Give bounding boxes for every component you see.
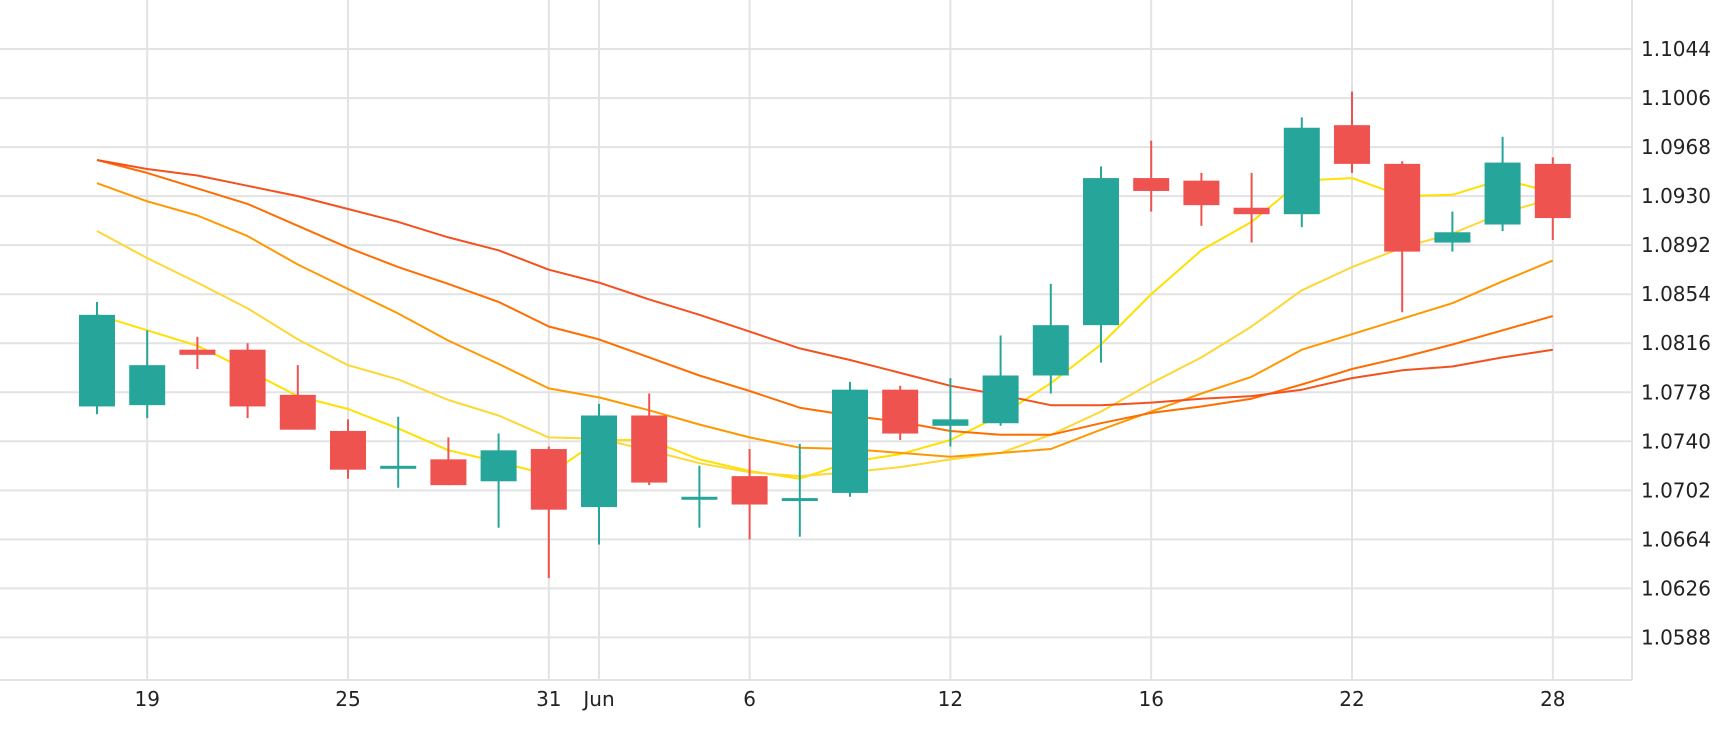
- candle-body: [1183, 180, 1220, 206]
- candle-body: [430, 459, 467, 486]
- candle-body: [1083, 178, 1119, 326]
- moving-average-line-4: [96, 159, 1554, 436]
- candles: [79, 91, 1571, 579]
- candle: [79, 301, 115, 415]
- y-tick-label: 1.0664: [1641, 527, 1711, 551]
- candle: [631, 393, 668, 486]
- candle-body: [731, 476, 768, 505]
- candle: [932, 378, 969, 447]
- x-tick-label: 12: [938, 687, 963, 711]
- x-tick-label: 22: [1339, 687, 1364, 711]
- candle-body: [982, 375, 1019, 424]
- candle: [1183, 172, 1220, 226]
- candle: [1534, 157, 1571, 240]
- candle: [330, 419, 366, 479]
- y-tick-label: 1.0626: [1641, 576, 1711, 600]
- candle-body: [1384, 163, 1421, 252]
- candle: [1384, 161, 1421, 313]
- candle: [731, 449, 768, 540]
- candle-body: [1233, 207, 1270, 215]
- candle: [430, 437, 467, 486]
- candle-body: [631, 415, 668, 483]
- candle: [1233, 172, 1270, 243]
- candle-body: [832, 389, 868, 493]
- candle-body: [932, 419, 969, 426]
- y-tick-label: 1.0702: [1641, 478, 1711, 502]
- candle-body: [1133, 178, 1170, 191]
- candle: [781, 443, 818, 537]
- candle-body: [480, 450, 517, 482]
- candle-body: [681, 496, 718, 500]
- candle-body: [530, 449, 567, 510]
- candle: [530, 446, 567, 579]
- x-axis: 19 25 31 Jun 6 12 16 22 28: [134, 687, 1565, 711]
- x-tick-label: 19: [134, 687, 159, 711]
- y-tick-label: 1.0892: [1641, 233, 1711, 257]
- candle: [832, 381, 868, 497]
- y-tick-label: 1.0778: [1641, 380, 1711, 404]
- candle-body: [279, 394, 316, 430]
- candle-body: [581, 415, 617, 508]
- candle-body: [882, 389, 919, 434]
- candle-body: [380, 465, 417, 469]
- candle: [129, 330, 166, 419]
- candle: [581, 403, 617, 545]
- candle: [882, 385, 919, 440]
- candle-body: [129, 365, 166, 406]
- candle-body: [229, 349, 266, 407]
- y-tick-label: 1.1006: [1641, 86, 1711, 110]
- candle: [1334, 91, 1370, 173]
- candle: [179, 336, 216, 370]
- moving-average-line-2: [96, 197, 1554, 478]
- candle-body: [330, 430, 366, 470]
- moving-average-lines: [96, 159, 1554, 480]
- candle: [982, 335, 1019, 426]
- candle-body: [1283, 127, 1320, 215]
- candle: [1133, 140, 1170, 212]
- y-tick-label: 1.0588: [1641, 625, 1711, 649]
- candle: [1484, 136, 1521, 231]
- y-tick-label: 1.0854: [1641, 282, 1711, 306]
- y-axis: 1.1044 1.1006 1.0968 1.0930 1.0892 1.0854 1.08…: [1641, 37, 1711, 649]
- candle: [1434, 211, 1471, 252]
- y-tick-label: 1.0816: [1641, 331, 1711, 355]
- y-tick-label: 1.0968: [1641, 135, 1711, 159]
- candle-body: [781, 498, 818, 502]
- x-tick-label: 25: [335, 687, 360, 711]
- candle: [380, 416, 417, 488]
- candle-body: [1484, 162, 1521, 225]
- candle: [480, 433, 517, 528]
- candle-body: [179, 349, 216, 355]
- candle-body: [1534, 163, 1571, 219]
- y-tick-label: 1.1044: [1641, 37, 1711, 61]
- candle: [1283, 117, 1320, 228]
- candle-body: [1334, 125, 1370, 164]
- x-tick-label: 6: [743, 687, 756, 711]
- candle: [229, 343, 266, 419]
- candle: [1032, 283, 1069, 394]
- candle: [1083, 166, 1119, 363]
- moving-average-line-3: [96, 182, 1554, 458]
- candle: [279, 365, 316, 430]
- y-tick-label: 1.0930: [1641, 184, 1711, 208]
- candle: [681, 465, 718, 528]
- moving-average-line-1: [96, 177, 1554, 480]
- x-tick-label: 16: [1138, 687, 1163, 711]
- candle-body: [1434, 232, 1471, 243]
- candle-body: [1032, 325, 1069, 376]
- x-tick-label: 28: [1540, 687, 1565, 711]
- candle-body: [79, 314, 115, 407]
- grid-lines: [0, 0, 1633, 681]
- moving-average-line-5: [96, 159, 1553, 407]
- x-tick-label: 31: [536, 687, 561, 711]
- y-tick-label: 1.0740: [1641, 429, 1711, 453]
- x-tick-label: Jun: [581, 687, 614, 711]
